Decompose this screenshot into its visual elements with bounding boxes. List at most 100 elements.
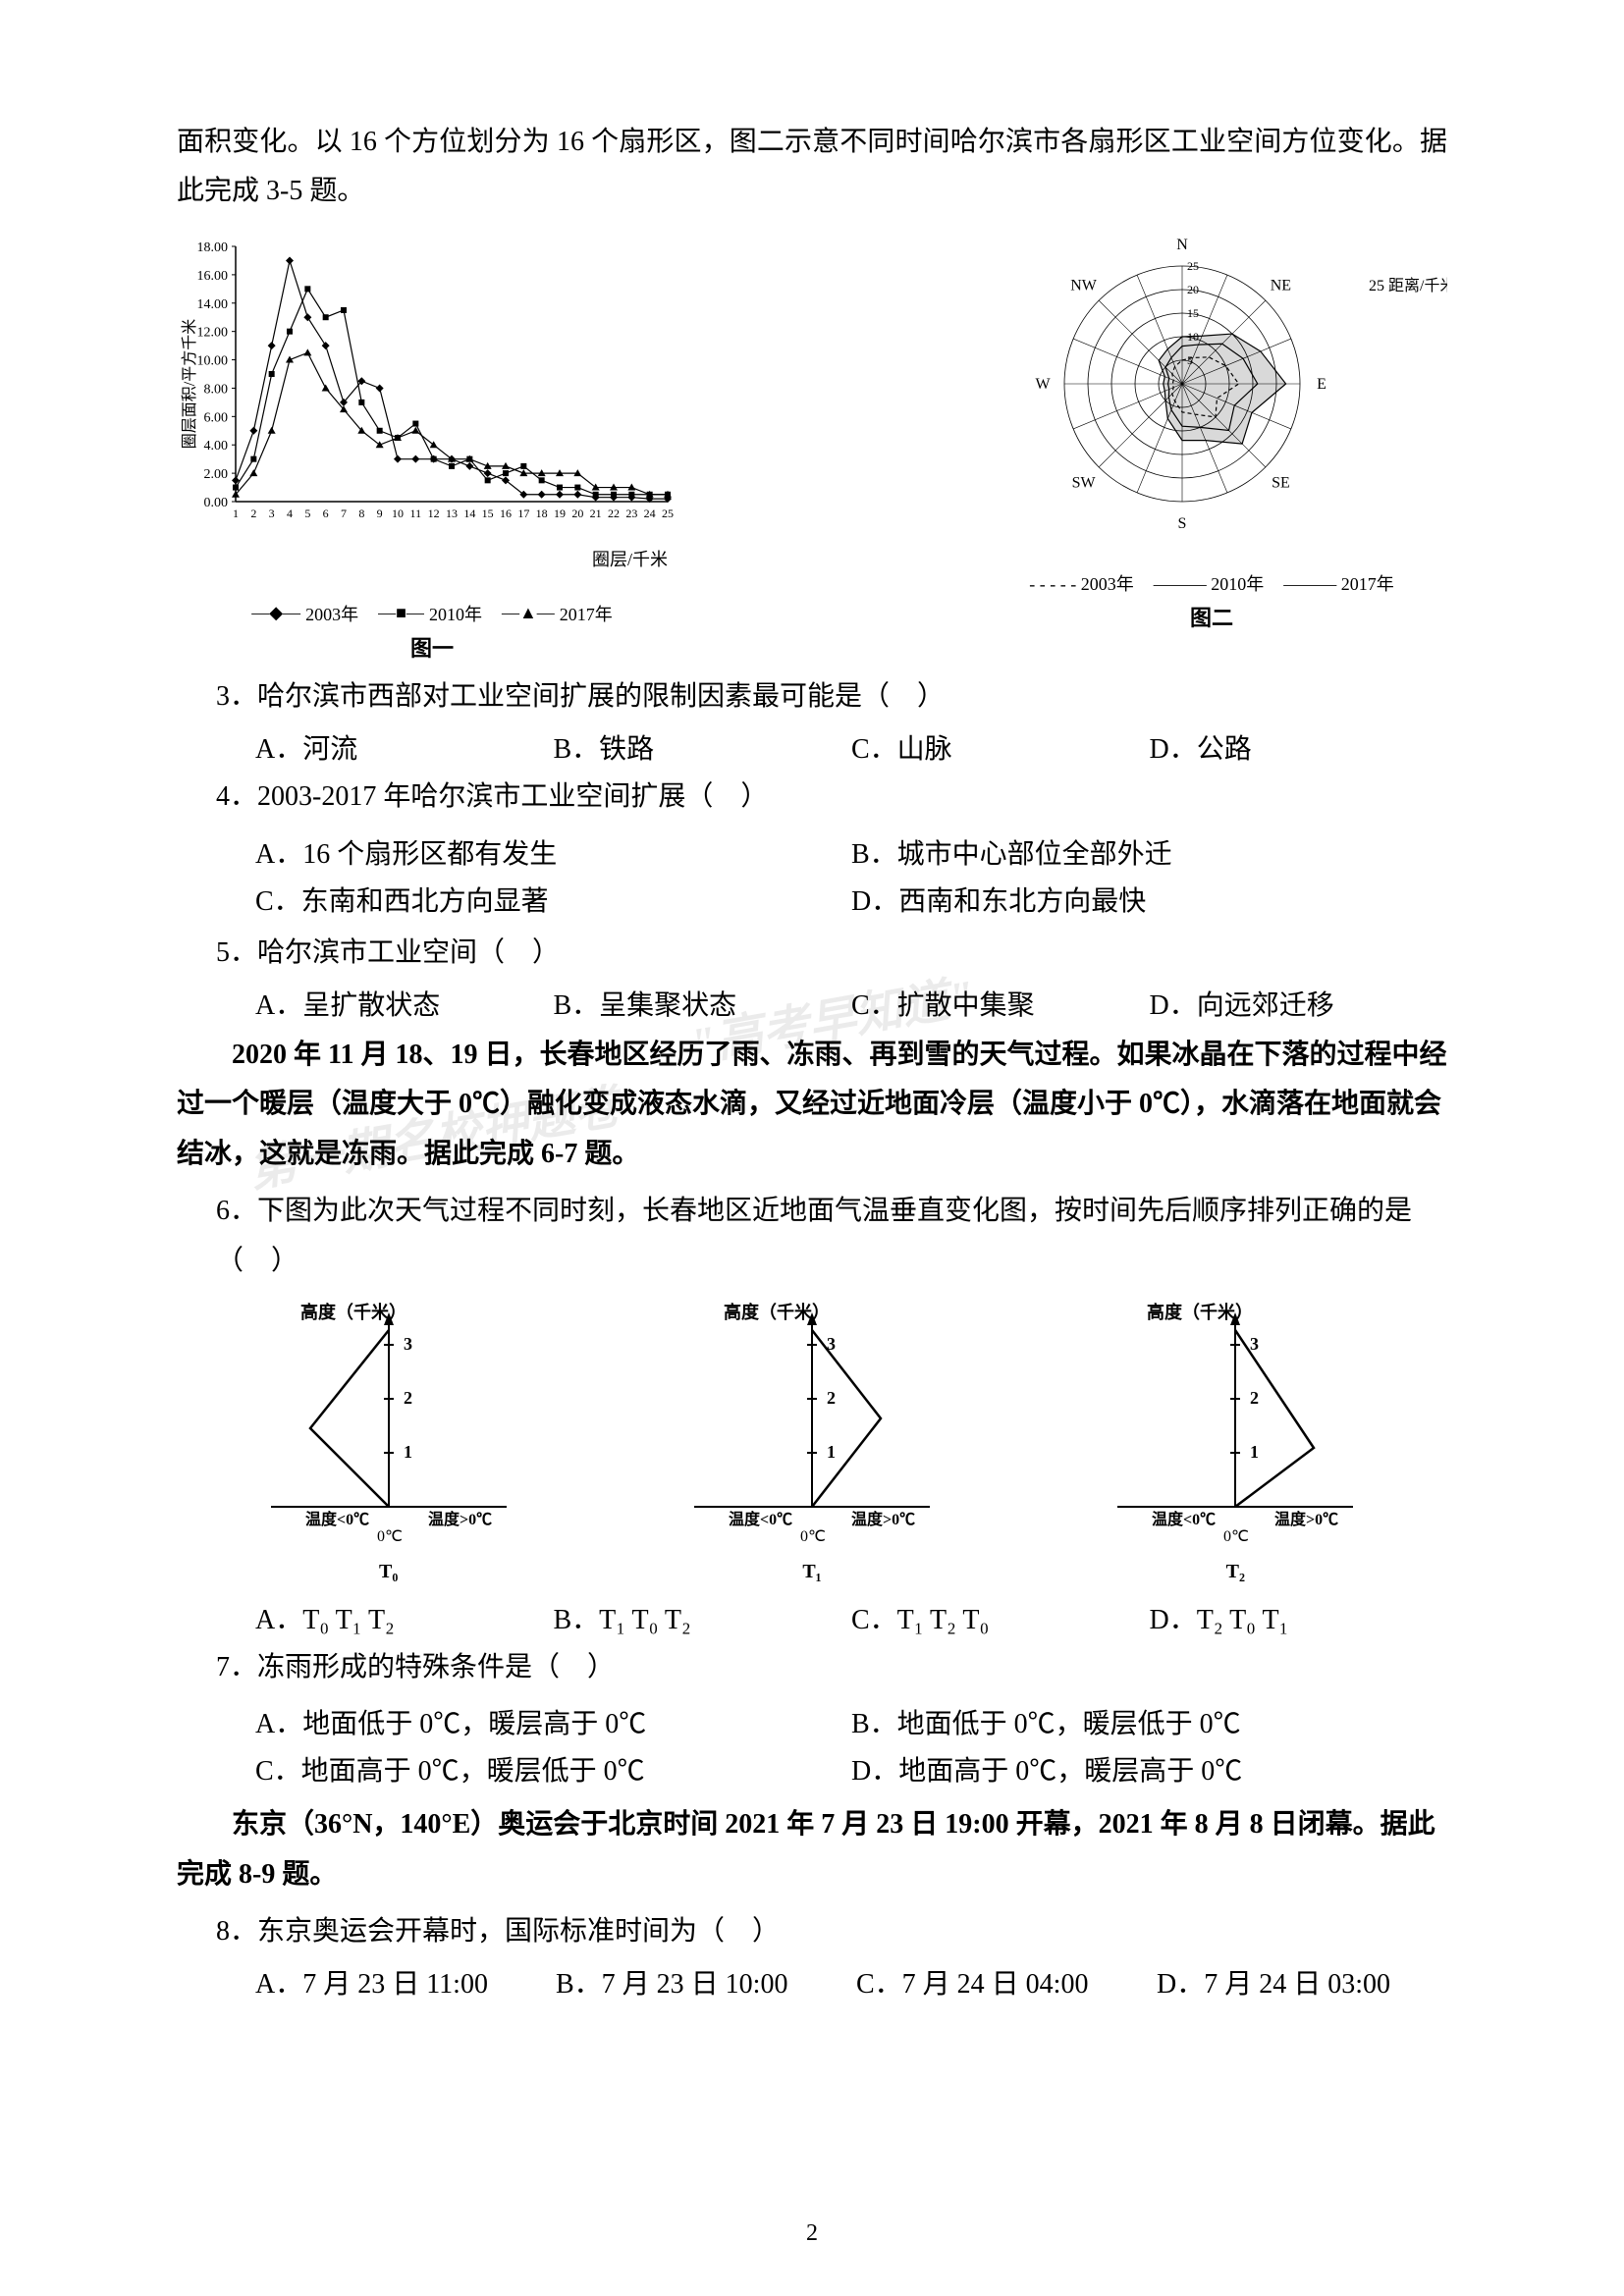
intro-paragraph: 面积变化。以 16 个方位划分为 16 个扇形区，图二示意不同时间哈尔滨市各扇形… <box>177 118 1447 217</box>
svg-text:0℃: 0℃ <box>800 1528 826 1545</box>
svg-text:4: 4 <box>287 507 293 520</box>
temp-chart-t1: 123高度（千米）温度<0℃温度>0℃0℃T₁ <box>675 1301 949 1583</box>
q5-opt-d: D．向远郊迁移 <box>1150 984 1448 1023</box>
svg-text:温度>0℃: 温度>0℃ <box>1273 1510 1338 1528</box>
q4-text: 4．2003-2017 年哈尔滨市工业空间扩展（ ） <box>177 773 1447 822</box>
svg-text:16: 16 <box>500 507 512 520</box>
svg-text:温度<0℃: 温度<0℃ <box>1151 1510 1216 1528</box>
svg-text:高度（千米）: 高度（千米） <box>1147 1302 1253 1322</box>
svg-text:圈层面积/平方千米: 圈层面积/平方千米 <box>181 319 198 449</box>
q7-opt-c: C．地面高于 0℃，暖层低于 0℃ <box>255 1749 851 1789</box>
figure1-legend: —◆— 2003年 —■— 2010年 —▲— 2017年 <box>251 601 613 626</box>
q6-opt-a: A．T₀ T₁ T₂ <box>255 1598 554 1637</box>
svg-text:1: 1 <box>404 1442 412 1462</box>
figure1-chart: 0.002.004.006.008.0010.0012.0014.0016.00… <box>177 227 687 541</box>
svg-text:6.00: 6.00 <box>204 410 229 425</box>
svg-text:高度（千米）: 高度（千米） <box>724 1302 830 1322</box>
svg-text:19: 19 <box>554 507 566 520</box>
svg-text:18: 18 <box>536 507 548 520</box>
svg-text:11: 11 <box>410 507 422 520</box>
q7-options: A．地面低于 0℃，暖层高于 0℃ B．地面低于 0℃，暖层低于 0℃ C．地面… <box>177 1698 1447 1792</box>
legend-item: - - - - - 2003年 <box>1029 570 1133 596</box>
legend-item: ——— 2010年 <box>1154 570 1265 596</box>
q6-opt-d: D．T₂ T₀ T₁ <box>1150 1598 1448 1637</box>
figure1-xlabel: 圈层/千米 <box>177 546 687 571</box>
svg-text:25 距离/千米: 25 距离/千米 <box>1369 277 1447 294</box>
svg-text:23: 23 <box>625 507 637 520</box>
svg-text:20: 20 <box>571 507 583 520</box>
svg-text:1: 1 <box>1250 1442 1259 1462</box>
svg-text:12: 12 <box>428 507 440 520</box>
svg-text:14.00: 14.00 <box>197 297 229 312</box>
svg-text:2.00: 2.00 <box>204 467 229 482</box>
svg-text:10: 10 <box>392 507 404 520</box>
svg-text:4.00: 4.00 <box>204 439 229 454</box>
q3-opt-c: C．山脉 <box>851 727 1150 767</box>
svg-text:温度<0℃: 温度<0℃ <box>304 1510 369 1528</box>
q8-opt-d: D．7 月 24 日 03:00 <box>1157 1962 1447 2002</box>
q7-opt-b: B．地面低于 0℃，暖层低于 0℃ <box>851 1702 1447 1741</box>
svg-text:2: 2 <box>1250 1388 1259 1408</box>
q5-opt-b: B．呈集聚状态 <box>554 984 852 1023</box>
q7-text: 7．冻雨形成的特殊条件是（ ） <box>177 1643 1447 1692</box>
temp-chart-label: T₀ <box>379 1561 398 1583</box>
svg-text:16.00: 16.00 <box>197 269 229 284</box>
q4-opt-b: B．城市中心部位全部外迁 <box>851 832 1447 872</box>
svg-text:3: 3 <box>404 1334 412 1354</box>
temp-chart-label: T₂ <box>1226 1561 1245 1583</box>
svg-text:温度>0℃: 温度>0℃ <box>850 1510 915 1528</box>
svg-text:18.00: 18.00 <box>197 240 229 255</box>
svg-text:W: W <box>1035 376 1051 393</box>
q3-text: 3．哈尔滨市西部对工业空间扩展的限制因素最可能是（ ） <box>177 672 1447 721</box>
svg-text:5: 5 <box>304 507 310 520</box>
q4-opt-c: C．东南和西北方向显著 <box>255 880 851 919</box>
svg-text:20: 20 <box>1187 283 1199 296</box>
figure1-container: 0.002.004.006.008.0010.0012.0014.0016.00… <box>177 227 687 663</box>
figure2-container: 510152025 NNEESESSWWNW 25 距离/千米 - - - - … <box>976 227 1447 663</box>
temp-chart-t0: 1 2 3 高度（千米） 温度<0℃ 温度>0℃ 0℃ T₀ <box>251 1301 526 1583</box>
legend-item: ——— 2017年 <box>1283 570 1394 596</box>
q6-opt-c: C．T₁ T₂ T₀ <box>851 1598 1150 1637</box>
svg-text:15: 15 <box>482 507 494 520</box>
q5-opt-a: A．呈扩散状态 <box>255 984 554 1023</box>
svg-text:8.00: 8.00 <box>204 382 229 397</box>
legend-item: —■— 2010年 <box>378 601 482 626</box>
svg-text:0.00: 0.00 <box>204 496 229 510</box>
q3-opt-b: B．铁路 <box>554 727 852 767</box>
svg-text:14: 14 <box>463 507 475 520</box>
svg-text:9: 9 <box>377 507 383 520</box>
legend-item: —◆— 2003年 <box>251 601 358 626</box>
q8-opt-a: A．7 月 23 日 11:00 <box>255 1962 546 2002</box>
svg-text:8: 8 <box>358 507 364 520</box>
svg-text:17: 17 <box>517 507 529 520</box>
svg-text:13: 13 <box>446 507 458 520</box>
svg-text:SW: SW <box>1072 474 1097 491</box>
svg-text:E: E <box>1317 376 1326 393</box>
svg-text:25: 25 <box>1187 259 1199 273</box>
svg-text:温度>0℃: 温度>0℃ <box>427 1510 492 1528</box>
svg-text:S: S <box>1178 515 1187 532</box>
q3-opt-d: D．公路 <box>1150 727 1448 767</box>
q8-options: A．7 月 23 日 11:00 B．7 月 23 日 10:00 C．7 月 … <box>177 1962 1447 2002</box>
q5-text: 5．哈尔滨市工业空间（ ） <box>177 929 1447 978</box>
svg-text:21: 21 <box>590 507 602 520</box>
q4-opt-d: D．西南和东北方向最快 <box>851 880 1447 919</box>
svg-text:7: 7 <box>341 507 347 520</box>
figure1-label: 图一 <box>410 631 454 663</box>
svg-text:3: 3 <box>269 507 275 520</box>
q8-text: 8．东京奥运会开幕时，国际标准时间为（ ） <box>177 1907 1447 1956</box>
svg-text:2: 2 <box>827 1388 836 1408</box>
svg-text:高度（千米）: 高度（千米） <box>300 1302 406 1322</box>
svg-text:0℃: 0℃ <box>377 1528 403 1545</box>
q8-opt-b: B．7 月 23 日 10:00 <box>556 1962 846 2002</box>
svg-text:1: 1 <box>233 507 239 520</box>
q8-opt-c: C．7 月 24 日 04:00 <box>856 1962 1147 2002</box>
svg-text:10.00: 10.00 <box>197 353 229 368</box>
q4-options: A．16 个扇形区都有发生 B．城市中心部位全部外迁 C．东南和西北方向显著 D… <box>177 828 1447 923</box>
legend-item: —▲— 2017年 <box>502 601 613 626</box>
figures-row: 0.002.004.006.008.0010.0012.0014.0016.00… <box>177 227 1447 663</box>
q5-opt-c: C．扩散中集聚 <box>851 984 1150 1023</box>
q3-opt-a: A．河流 <box>255 727 554 767</box>
svg-text:3: 3 <box>1250 1334 1259 1354</box>
svg-text:2: 2 <box>404 1388 412 1408</box>
